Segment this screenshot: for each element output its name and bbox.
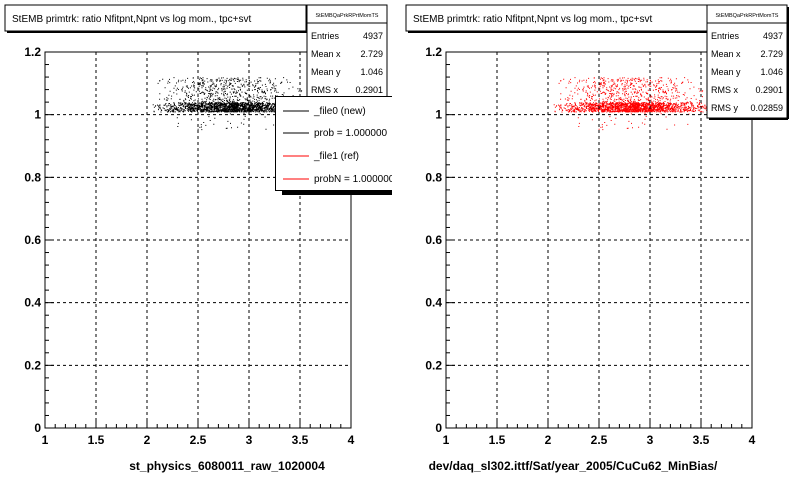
- legend-label-prob: prob = 1.000000: [314, 128, 388, 139]
- left-stats-meanx-label: Mean x: [311, 49, 341, 59]
- left-stats-entries-label: Entries: [311, 31, 340, 41]
- left-stats-entries-value: 4937: [363, 31, 383, 41]
- left-stats-box: [306, 4, 388, 106]
- x-tick-label: 3: [246, 433, 253, 447]
- right-stats-name: StEMBQaPrkRPrtMomTS: [716, 13, 779, 19]
- x-tick-label: 1.5: [88, 433, 105, 447]
- left-histogram-panel: 1 1.5 2 2.5 3 3.5 4 0 0.2 0.4 0.6 0.8 1 1.2 StEMB pr…: [4, 4, 395, 473]
- right-title-box: [405, 4, 708, 32]
- y-tick-label: 1.2: [24, 45, 41, 59]
- left-stats-rmsx-label: RMS x: [311, 85, 339, 95]
- right-stats-meanx-value: 2.729: [760, 49, 783, 59]
- x-tick-label: 3: [647, 433, 654, 447]
- left-y-axis: 0 0.2 0.4 0.6 0.8 1 1.2: [24, 45, 54, 435]
- right-x-axis: 1 1.5 2 2.5 3 3.5 4: [443, 419, 756, 447]
- right-plot-title: StEMB primtrk: ratio Nfitpnt,Npnt vs log…: [413, 14, 652, 25]
- right-stats-entries-label: Entries: [711, 31, 740, 41]
- y-tick-label: 0: [435, 421, 442, 435]
- left-scatter-points: [152, 77, 310, 131]
- y-tick-label: 0.2: [24, 358, 41, 372]
- x-tick-label: 2.5: [190, 433, 207, 447]
- y-tick-label: 0.8: [425, 170, 442, 184]
- x-tick-label: 2: [144, 433, 151, 447]
- right-stats-meany-value: 1.046: [760, 67, 783, 77]
- x-tick-label: 2: [545, 433, 552, 447]
- x-tick-label: 2.5: [591, 433, 608, 447]
- y-tick-label: 0.4: [425, 296, 442, 310]
- y-tick-label: 1: [34, 108, 41, 122]
- right-stats-rmsy-label: RMS y: [711, 103, 739, 113]
- y-tick-label: 1: [435, 108, 442, 122]
- right-scatter-points: [553, 77, 711, 131]
- y-tick-label: 1.2: [425, 45, 442, 59]
- right-stats-box: [706, 4, 788, 119]
- x-tick-label: 4: [348, 433, 355, 447]
- x-tick-label: 3.5: [292, 433, 309, 447]
- left-stats-name: StEMBQaPrkRPrtMomTS: [316, 13, 379, 19]
- left-stats-meany-label: Mean y: [311, 67, 341, 77]
- x-tick-label: 3.5: [693, 433, 710, 447]
- right-stats-rmsx-label: RMS x: [711, 85, 739, 95]
- y-tick-label: 0.6: [425, 233, 442, 247]
- y-tick-label: 0.2: [425, 358, 442, 372]
- left-stats-meanx-value: 2.729: [360, 49, 383, 59]
- left-plot-title: StEMB primtrk: ratio Nfitpnt,Npnt vs log…: [12, 14, 251, 25]
- left-stats-rmsx-value: 0.2901: [355, 85, 383, 95]
- legend-label-file0: _file0 (new): [313, 106, 366, 117]
- right-stats-rmsx-value: 0.2901: [755, 85, 783, 95]
- left-title-box: [4, 4, 307, 32]
- right-stats-entries-value: 4937: [763, 31, 783, 41]
- scatter-point-cloud: [553, 77, 711, 131]
- right-stats-meany-label: Mean y: [711, 67, 741, 77]
- right-stats-rmsy-value: 0.02859: [750, 103, 783, 113]
- right-y-axis: 0 0.2 0.4 0.6 0.8 1 1.2: [425, 45, 455, 435]
- x-tick-label: 4: [749, 433, 756, 447]
- right-histogram-panel: 1 1.5 2 2.5 3 3.5 4 0 0.2 0.4 0.6 0.8 1 1.2 StEMB pr…: [405, 4, 789, 473]
- right-grid: [446, 52, 752, 428]
- right-bottom-label: dev/daq_sl302.ittf/Sat/year_2005/CuCu62_…: [429, 459, 718, 473]
- right-stats-meanx-label: Mean x: [711, 49, 741, 59]
- legend-label-probN: probN = 1.000000: [314, 174, 395, 185]
- y-tick-label: 0.4: [24, 296, 41, 310]
- y-tick-label: 0.8: [24, 170, 41, 184]
- left-bottom-label: st_physics_6080011_raw_1020004: [129, 459, 325, 473]
- x-tick-label: 1: [42, 433, 49, 447]
- x-tick-label: 1: [443, 433, 450, 447]
- y-tick-label: 0: [34, 421, 41, 435]
- y-tick-label: 0.6: [24, 233, 41, 247]
- left-stats-meany-value: 1.046: [360, 67, 383, 77]
- left-x-axis: 1 1.5 2 2.5 3 3.5 4: [42, 419, 355, 447]
- legend-label-file1: _file1 (ref): [313, 151, 359, 162]
- x-tick-label: 1.5: [489, 433, 506, 447]
- scatter-point-cloud: [152, 77, 310, 131]
- left-legend: _file0 (new) prob = 1.000000 _file1 (ref…: [275, 96, 395, 195]
